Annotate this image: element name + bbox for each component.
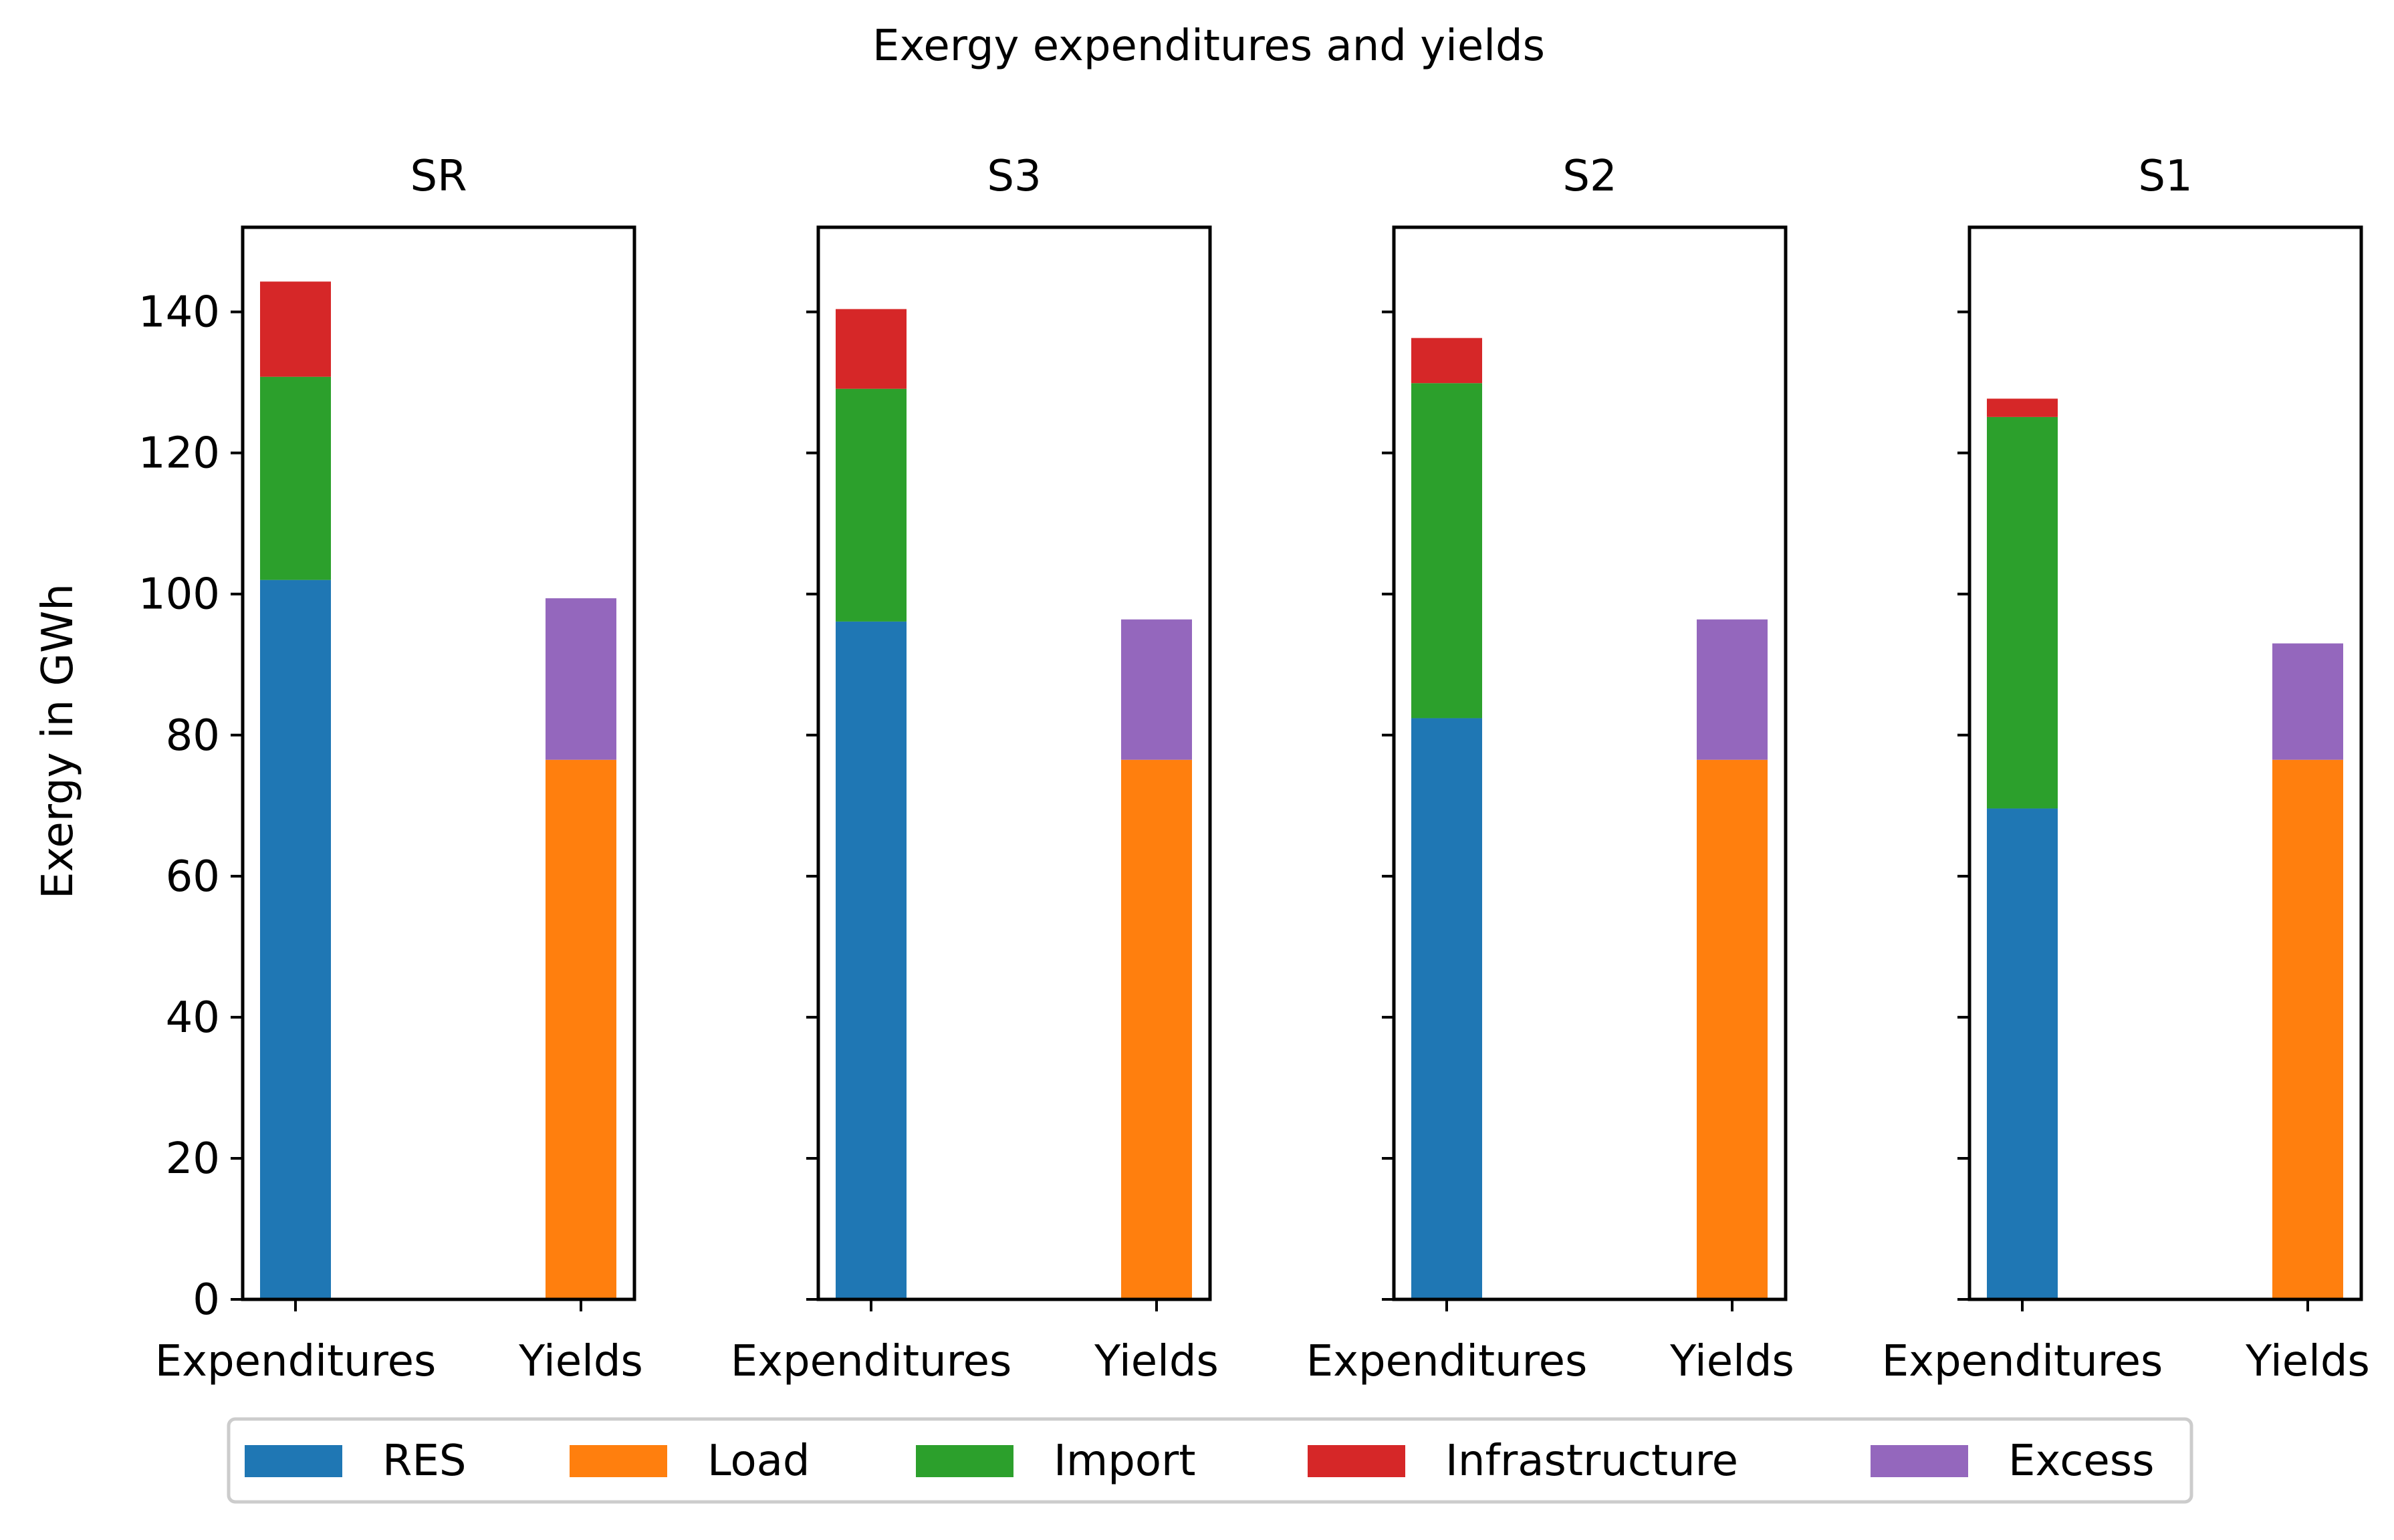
- y-tick-label: 20: [166, 1134, 220, 1184]
- bar-segment-sr-yields-load: [546, 759, 616, 1299]
- panel-frame: [241, 225, 636, 1301]
- chart-panels: SR Expenditures Yields 0 20 40 60 80 100 120 140 S3…: [138, 152, 2370, 1386]
- x-tick-label-expenditures: Expenditures: [1882, 1337, 2163, 1386]
- panel-s1: S1 Expenditures Yields: [1882, 152, 2370, 1386]
- legend-label-res: RES: [382, 1436, 467, 1486]
- bar-segment-s3-yields-excess: [1121, 619, 1192, 760]
- bar-segment-s2-yields-load: [1697, 759, 1768, 1299]
- bar-segment-sr-expenditures-import: [260, 376, 331, 580]
- x-tick-label-yields: Yields: [1669, 1337, 1794, 1386]
- chart-legend: RES Load Import Infrastructure Excess: [227, 1417, 2193, 1504]
- y-tick-label: 80: [166, 711, 220, 761]
- legend-label-infrastructure: Infrastructure: [1445, 1436, 1738, 1486]
- y-tick-label: 0: [193, 1275, 220, 1325]
- legend-label-import: Import: [1054, 1436, 1195, 1486]
- legend-swatch-res: [245, 1445, 342, 1477]
- bar-segment-s3-expenditures-infrastructure: [836, 309, 907, 389]
- bar-segment-s2-expenditures-import: [1411, 383, 1482, 719]
- x-tick-label-yields: Yields: [2245, 1337, 2370, 1386]
- chart-title: Exergy expenditures and yields: [872, 21, 1545, 71]
- panel-title: S3: [987, 152, 1041, 201]
- x-tick-label-expenditures: Expenditures: [155, 1337, 437, 1386]
- panel-s2: S2 Expenditures Yields: [1306, 152, 1794, 1386]
- legend-swatch-infrastructure: [1308, 1445, 1405, 1477]
- bar-segment-sr-yields-excess: [546, 598, 616, 760]
- panel-frame: [816, 225, 1212, 1301]
- bar-segment-s2-yields-excess: [1697, 619, 1768, 760]
- bar-segment-s1-yields-excess: [2272, 643, 2343, 760]
- panel-frame: [1967, 225, 2363, 1301]
- legend-swatch-import: [916, 1445, 1013, 1477]
- legend-label-excess: Excess: [2008, 1436, 2154, 1486]
- bar-segment-s3-expenditures-import: [836, 388, 907, 622]
- y-tick-label: 100: [138, 570, 220, 620]
- panel-sr: SR Expenditures Yields 0 20 40 60 80 100 120 140: [138, 152, 643, 1386]
- y-tick-label: 140: [138, 288, 220, 338]
- bar-segment-s1-yields-load: [2272, 759, 2343, 1299]
- panel-s3: S3 Expenditures Yields: [731, 152, 1219, 1386]
- x-tick-label-yields: Yields: [518, 1337, 643, 1386]
- legend-swatch-load: [570, 1445, 667, 1477]
- x-tick-label-expenditures: Expenditures: [1306, 1337, 1588, 1386]
- legend-swatch-excess: [1871, 1445, 1968, 1477]
- bar-segment-s2-expenditures-infrastructure: [1411, 338, 1482, 384]
- x-tick-label-expenditures: Expenditures: [731, 1337, 1012, 1386]
- y-tick-label: 120: [138, 429, 220, 479]
- bar-segment-s1-expenditures-import: [1987, 416, 2058, 809]
- bar-segment-s3-expenditures-res: [836, 621, 907, 1299]
- bar-segment-s1-expenditures-res: [1987, 808, 2058, 1299]
- panel-title: S2: [1562, 152, 1617, 201]
- legend-label-load: Load: [707, 1436, 810, 1486]
- x-tick-label-yields: Yields: [1094, 1337, 1219, 1386]
- bar-segment-s2-expenditures-res: [1411, 718, 1482, 1299]
- legend-frame: [227, 1417, 2193, 1504]
- y-axis-label: Exergy in GWh: [33, 584, 83, 899]
- panel-frame: [1392, 225, 1788, 1301]
- bar-segment-sr-expenditures-infrastructure: [260, 281, 331, 377]
- panel-title: SR: [410, 152, 467, 201]
- y-tick-label: 60: [166, 852, 220, 902]
- bar-segment-s3-yields-load: [1121, 759, 1192, 1299]
- y-tick-label: 40: [166, 993, 220, 1043]
- bar-segment-sr-expenditures-res: [260, 580, 331, 1299]
- panel-title: S1: [2138, 152, 2192, 201]
- bar-segment-s1-expenditures-infrastructure: [1987, 398, 2058, 417]
